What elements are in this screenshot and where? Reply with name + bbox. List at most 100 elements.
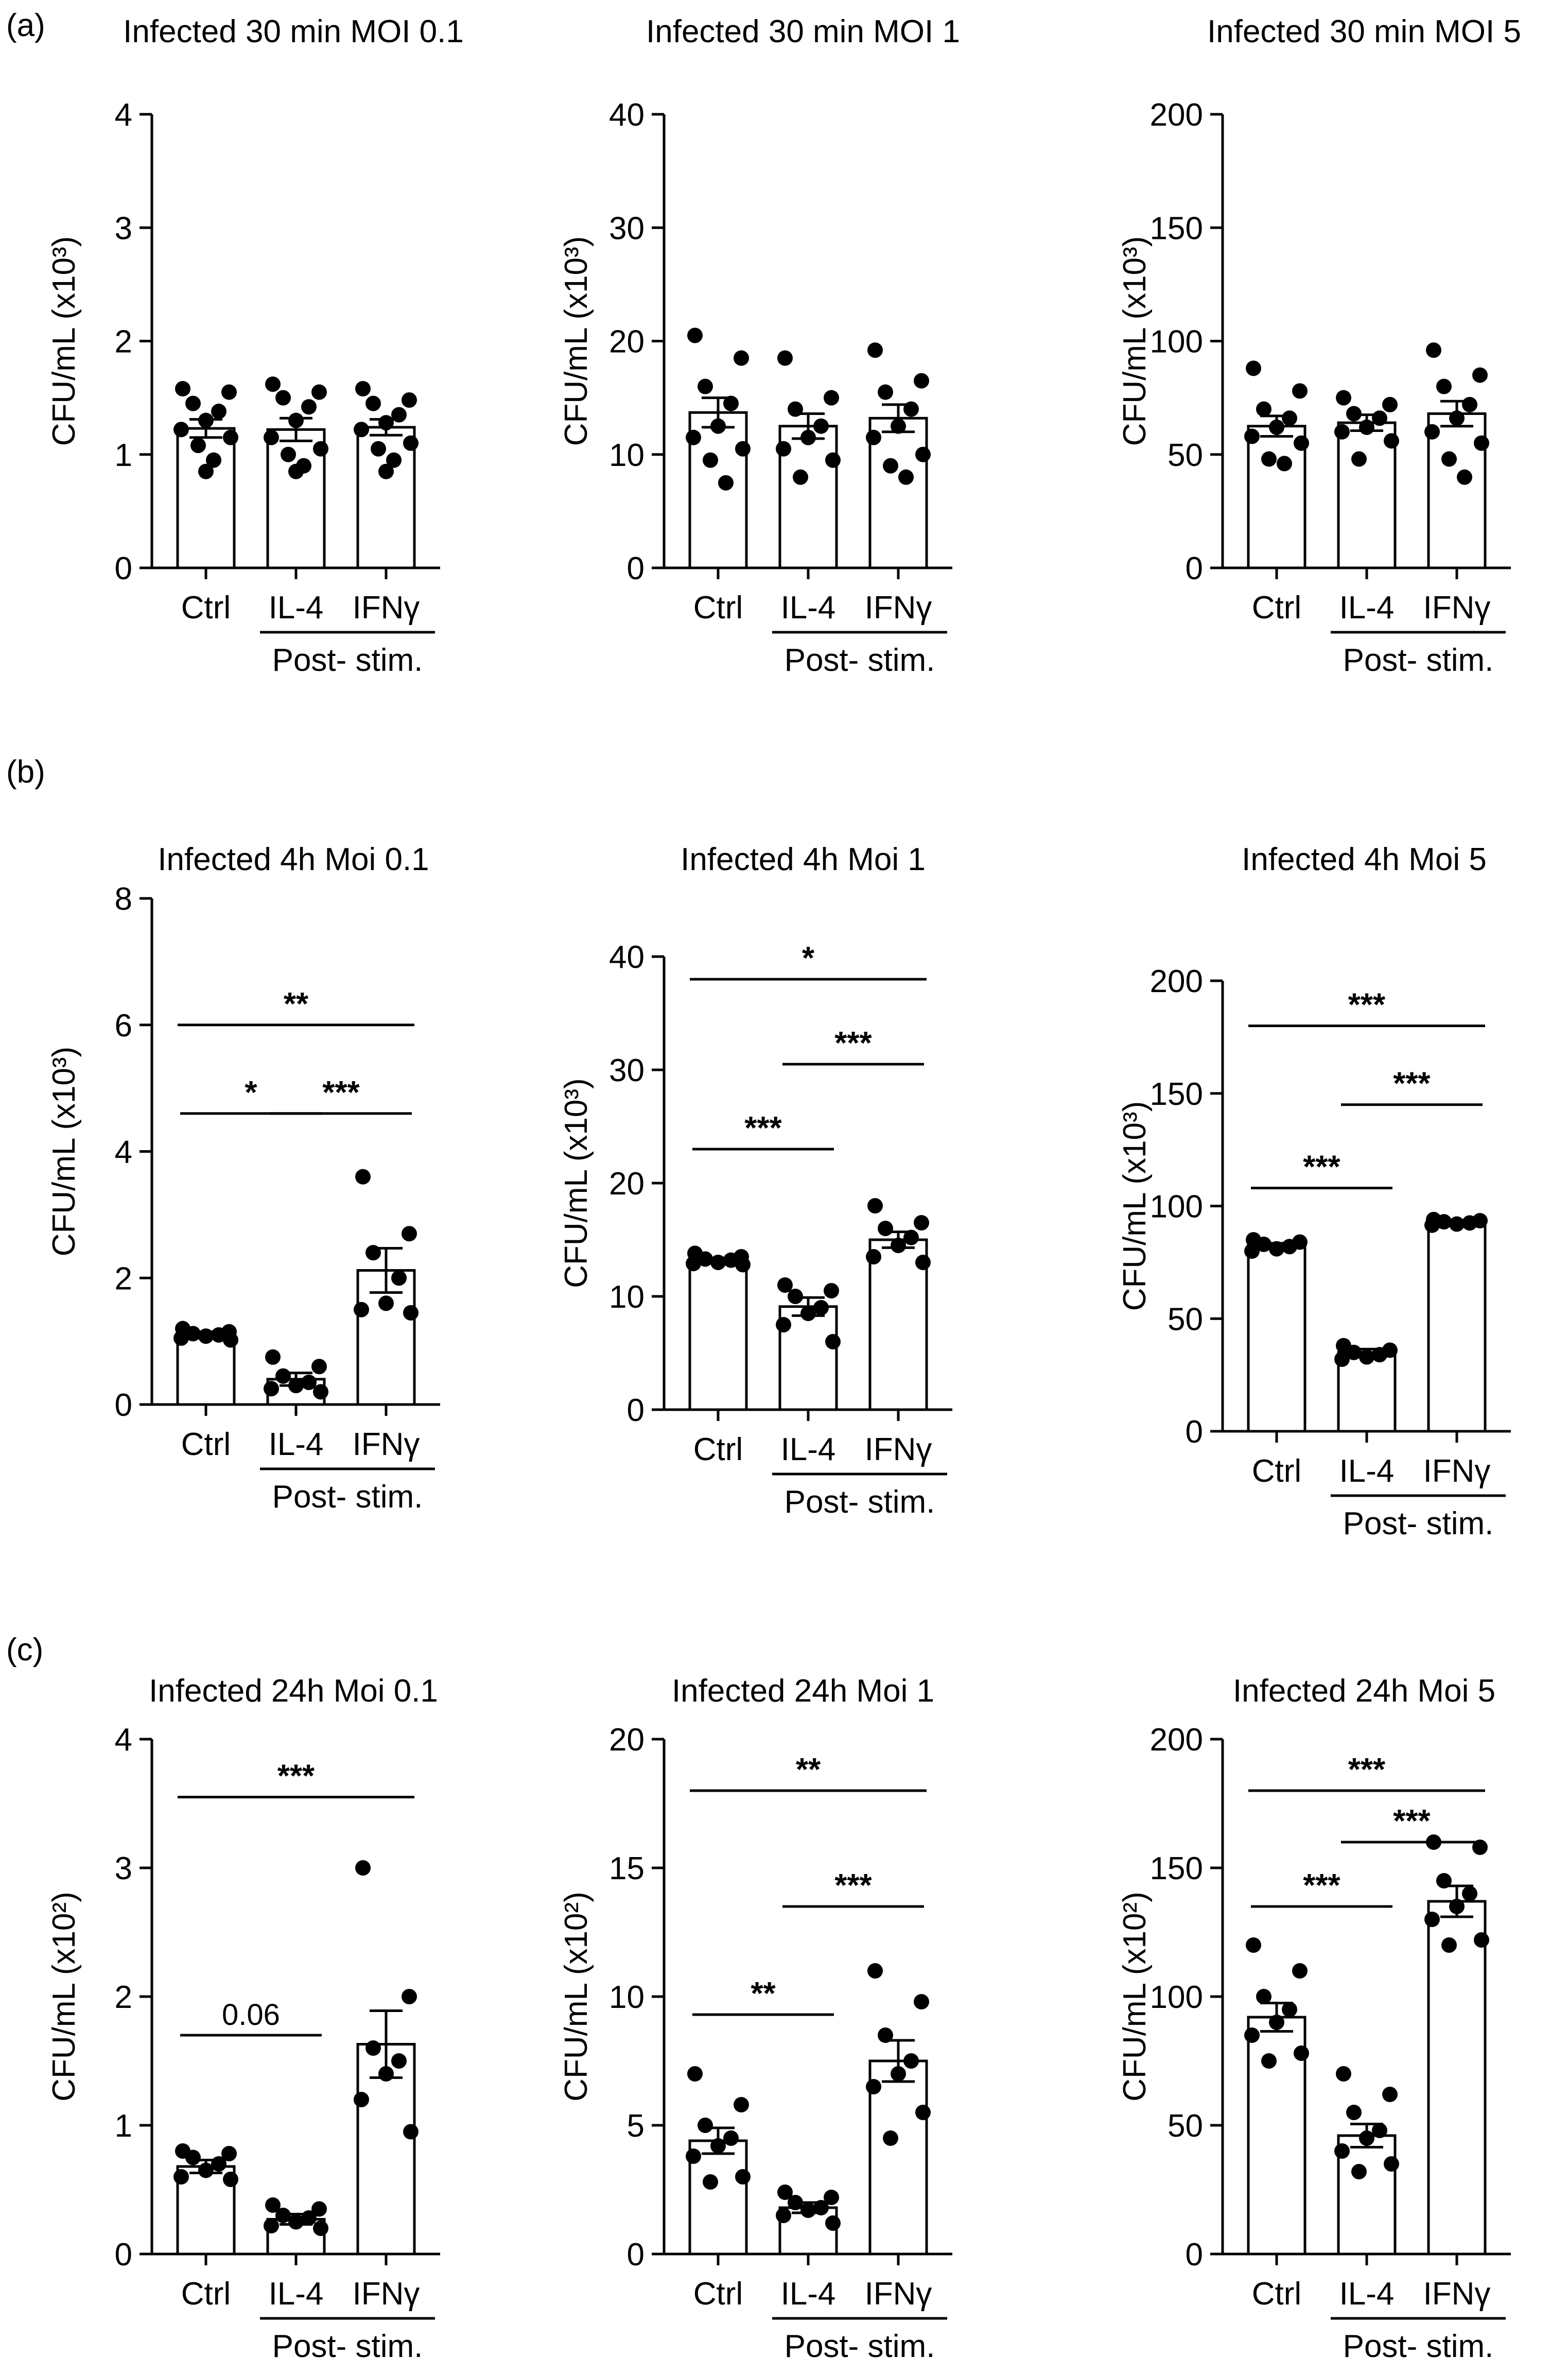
data-point <box>1436 1873 1452 1888</box>
data-point <box>1244 2027 1260 2043</box>
data-point <box>1336 390 1351 406</box>
data-point <box>1372 1347 1387 1363</box>
data-point <box>735 2169 751 2185</box>
y-tick-label: 10 <box>609 1279 644 1315</box>
data-point <box>735 1257 751 1273</box>
bar-Ctrl <box>176 427 236 569</box>
significance-label: ** <box>284 986 309 1022</box>
chart-6: Infected 4h Moi 5 0 50 100 150 200 CFU/mL (x10… <box>1117 842 1511 1541</box>
data-point <box>365 2040 381 2056</box>
y-tick-label: 40 <box>609 940 644 975</box>
data-point <box>1384 2156 1399 2172</box>
data-point <box>1269 2015 1284 2030</box>
data-point <box>734 2097 749 2112</box>
data-point <box>813 418 829 434</box>
chart-5: Infected 4h Moi 1 0 10 20 30 40 CFU/mL (x10³) C… <box>559 842 952 1520</box>
chart-1: Infected 30 min MOI 0.1 0 1 2 3 4 CFU/mL (x10³… <box>46 14 464 678</box>
chart-3: Infected 30 min MOI 5 0 50 100 150 200 CFU/mL … <box>1117 14 1521 678</box>
y-tick-label: 1 <box>115 2108 132 2144</box>
x-category-label: Ctrl <box>181 2276 231 2312</box>
data-point <box>391 407 407 423</box>
data-point <box>1334 1351 1350 1367</box>
y-tick-label: 10 <box>609 438 644 473</box>
data-point <box>1424 1217 1440 1233</box>
data-point <box>175 381 190 397</box>
chart-8: Infected 24h Moi 1 0 5 10 15 20 CFU/mL (x10²) C… <box>559 1673 952 2364</box>
data-point <box>1449 1216 1465 1232</box>
y-tick-label: 8 <box>115 881 132 917</box>
data-point <box>1256 401 1271 417</box>
data-point <box>914 373 929 389</box>
data-point <box>365 395 381 411</box>
significance-label: *** <box>1393 1804 1431 1839</box>
group-label: Post- stim. <box>272 2329 423 2364</box>
data-point <box>866 429 881 445</box>
data-point <box>878 1221 893 1236</box>
x-category-label: IFNγ <box>1423 2276 1491 2312</box>
data-point <box>1449 1899 1465 1914</box>
data-point <box>903 1229 919 1245</box>
data-point <box>703 2174 718 2190</box>
data-point <box>211 2156 227 2172</box>
data-point <box>878 2027 893 2043</box>
significance-label: *** <box>1303 1868 1340 1903</box>
data-point <box>915 446 931 462</box>
data-point <box>198 1328 214 1344</box>
y-axis-label: CFU/mL (x10²) <box>1117 1892 1153 2102</box>
y-axis-label: CFU/mL (x10³) <box>1117 236 1153 446</box>
y-tick-label: 0 <box>1186 2237 1203 2273</box>
data-point <box>198 412 214 428</box>
data-point <box>206 452 221 468</box>
data-point <box>185 1326 201 1342</box>
data-point <box>687 2066 703 2082</box>
significance-label: ** <box>751 1976 776 2012</box>
data-point <box>275 1368 291 1384</box>
data-point <box>185 395 201 411</box>
x-category-label: IL-4 <box>269 1427 324 1462</box>
significance-label: 0.06 <box>222 1998 280 2032</box>
bar-IFNγ <box>1427 412 1487 569</box>
data-point <box>1372 2123 1387 2138</box>
chart-title: Infected 24h Moi 5 <box>1233 1673 1495 1709</box>
y-tick-label: 100 <box>1150 1980 1203 2015</box>
data-point <box>311 384 327 400</box>
data-point <box>866 1249 881 1264</box>
data-point <box>173 422 189 438</box>
chart-7: Infected 24h Moi 0.1 0 1 2 3 4 CFU/mL (x10²) Ct… <box>46 1673 440 2364</box>
data-point <box>355 1860 371 1876</box>
data-point <box>788 2195 803 2210</box>
data-point <box>824 390 839 406</box>
y-tick-label: 30 <box>609 1053 644 1088</box>
panel-label-a: (a) <box>6 8 45 43</box>
bar-IFNγ <box>1427 1221 1487 1433</box>
significance-label: *** <box>1393 1066 1431 1102</box>
panel-label-c: (c) <box>6 1632 43 1668</box>
data-point <box>288 412 304 428</box>
data-point <box>687 327 703 343</box>
data-point <box>1449 410 1465 426</box>
data-point <box>903 401 919 417</box>
data-point <box>1292 383 1308 399</box>
data-point <box>1256 1236 1271 1252</box>
data-point <box>686 1256 701 1272</box>
data-point <box>313 1384 328 1400</box>
data-point <box>1282 2002 1297 2017</box>
data-point <box>311 1359 327 1375</box>
x-category-label: IFNγ <box>1423 1453 1491 1489</box>
data-point <box>1334 2143 1350 2159</box>
y-tick-label: 10 <box>609 1980 644 2015</box>
data-point <box>391 2053 407 2069</box>
y-tick-label: 150 <box>1150 1077 1203 1112</box>
y-tick-label: 200 <box>1150 97 1203 133</box>
data-point <box>710 418 726 434</box>
data-point <box>1372 410 1387 426</box>
y-axis-label: CFU/mL (x10³) <box>559 236 594 446</box>
y-tick-label: 150 <box>1150 211 1203 246</box>
data-point <box>723 2130 739 2146</box>
x-category-label: Ctrl <box>693 1432 743 1467</box>
data-point <box>1244 428 1260 444</box>
y-axis-label: CFU/mL (x10³) <box>559 1078 594 1288</box>
data-point <box>198 2162 214 2178</box>
x-category-label: Ctrl <box>693 2276 743 2312</box>
x-category-label: IL-4 <box>269 2276 324 2312</box>
